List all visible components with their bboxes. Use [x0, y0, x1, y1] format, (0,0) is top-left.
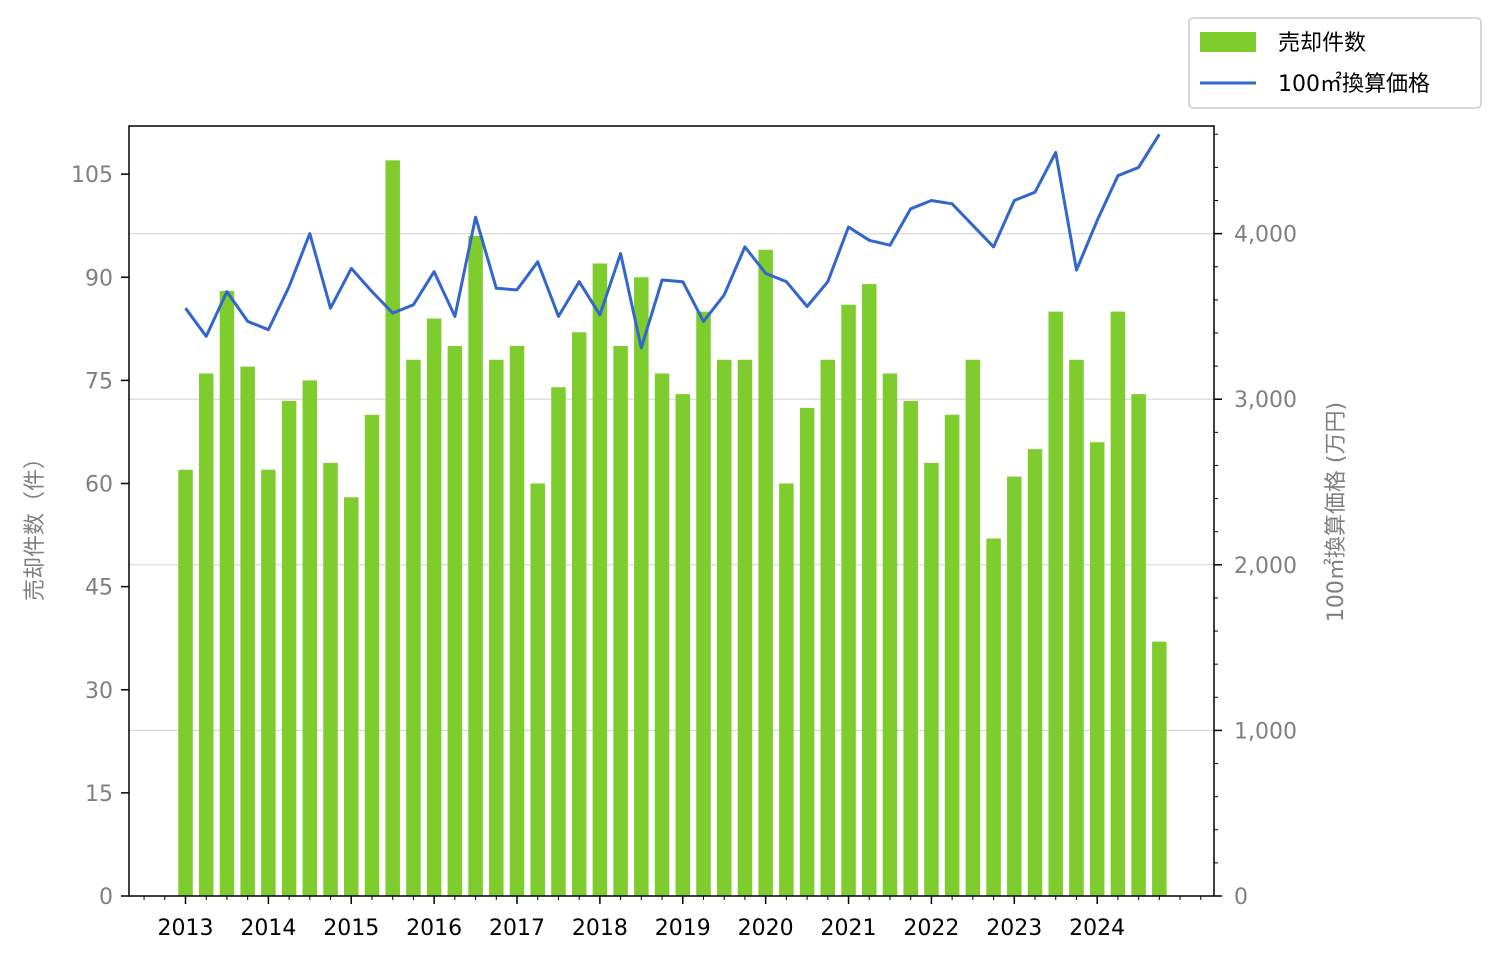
price-line: [184, 133, 1161, 350]
x-tick-label: 2017: [489, 916, 545, 941]
x-tick-label: 2023: [986, 916, 1042, 941]
bar: [1027, 449, 1043, 896]
bar: [571, 332, 587, 896]
bar: [820, 359, 836, 896]
bar: [261, 469, 276, 896]
bar: [613, 346, 628, 896]
bar: [903, 401, 918, 896]
bar: [281, 401, 297, 896]
left-tick-label: 60: [85, 473, 113, 498]
legend: 売却件数 100㎡換算価格: [1188, 17, 1482, 109]
right-tick-label: 2,000: [1234, 554, 1297, 579]
bar: [944, 414, 960, 896]
bar: [1007, 476, 1022, 896]
bar: [779, 483, 794, 896]
bar: [1131, 394, 1146, 896]
bar: [841, 304, 856, 896]
bar: [426, 318, 442, 896]
bar: [385, 160, 400, 896]
bar: [675, 394, 691, 896]
bar: [924, 462, 939, 896]
bar: [364, 414, 380, 896]
left-tick-label: 90: [85, 266, 113, 291]
bar: [447, 346, 463, 896]
bar: [654, 373, 670, 896]
bar: [986, 538, 1001, 896]
left-tick-label: 45: [85, 576, 113, 601]
bar: [509, 346, 525, 896]
left-tick-label: 105: [71, 163, 113, 188]
line-series: [184, 133, 1161, 350]
legend-bar-swatch: [1200, 32, 1256, 52]
legend-bar-label: 売却件数: [1278, 31, 1366, 56]
bar: [406, 359, 421, 896]
x-tick-label: 2022: [903, 916, 959, 941]
bar: [1110, 311, 1126, 896]
x-tick-label: 2019: [655, 916, 711, 941]
bar: [862, 284, 877, 896]
x-tick-label: 2021: [821, 916, 877, 941]
bar: [634, 277, 649, 896]
bar: [592, 263, 608, 896]
x-tick-label: 2013: [158, 916, 214, 941]
bar: [344, 497, 359, 896]
x-tick-label: 2014: [240, 916, 296, 941]
bar: [1069, 359, 1084, 896]
x-tick-label: 2024: [1069, 916, 1125, 941]
bar: [468, 236, 483, 896]
bar: [965, 359, 981, 896]
bar: [1152, 641, 1167, 896]
x-tick-label: 2016: [406, 916, 462, 941]
bar: [178, 469, 193, 896]
left-tick-label: 15: [85, 782, 113, 807]
bar: [323, 462, 338, 896]
bar: [489, 359, 504, 896]
left-tick-label: 30: [85, 679, 113, 704]
legend-line-label: 100㎡換算価格: [1278, 71, 1430, 97]
bar: [219, 291, 235, 896]
right-axis-title: 100㎡換算価格 (万円): [1323, 402, 1349, 622]
x-axis: 2013 2014 2015 2016 2017 2018 2019 2020 2021 2022…: [143, 896, 1202, 941]
bar: [758, 249, 773, 896]
bar: [1089, 442, 1105, 896]
bar: [240, 366, 255, 896]
left-axis-title: 売却件数（件）: [23, 447, 48, 601]
plot-frame: [128, 125, 1215, 897]
bar: [1048, 311, 1063, 896]
bar: [799, 407, 815, 896]
bar: [716, 359, 732, 896]
bar: [551, 387, 566, 896]
left-tick-label: 75: [85, 369, 113, 394]
bar: [530, 483, 545, 896]
bar: [696, 311, 711, 896]
left-tick-label: 0: [99, 885, 113, 910]
right-tick-label: 0: [1234, 885, 1248, 910]
left-y-axis: 0 15 30 45 60 75 90 105: [71, 163, 129, 910]
legend-box: [1188, 17, 1482, 109]
bar-series: [178, 160, 1167, 896]
right-tick-label: 3,000: [1234, 388, 1297, 413]
x-tick-label: 2020: [738, 916, 794, 941]
bar: [302, 380, 318, 896]
right-tick-label: 1,000: [1234, 719, 1297, 744]
bar: [737, 359, 753, 896]
bar: [882, 373, 898, 896]
bar: [198, 373, 214, 896]
right-y-axis: 0 1,000 2,000 3,000 4,000: [1214, 133, 1297, 910]
x-tick-label: 2015: [323, 916, 379, 941]
right-tick-label: 4,000: [1234, 223, 1297, 248]
x-tick-label: 2018: [572, 916, 628, 941]
